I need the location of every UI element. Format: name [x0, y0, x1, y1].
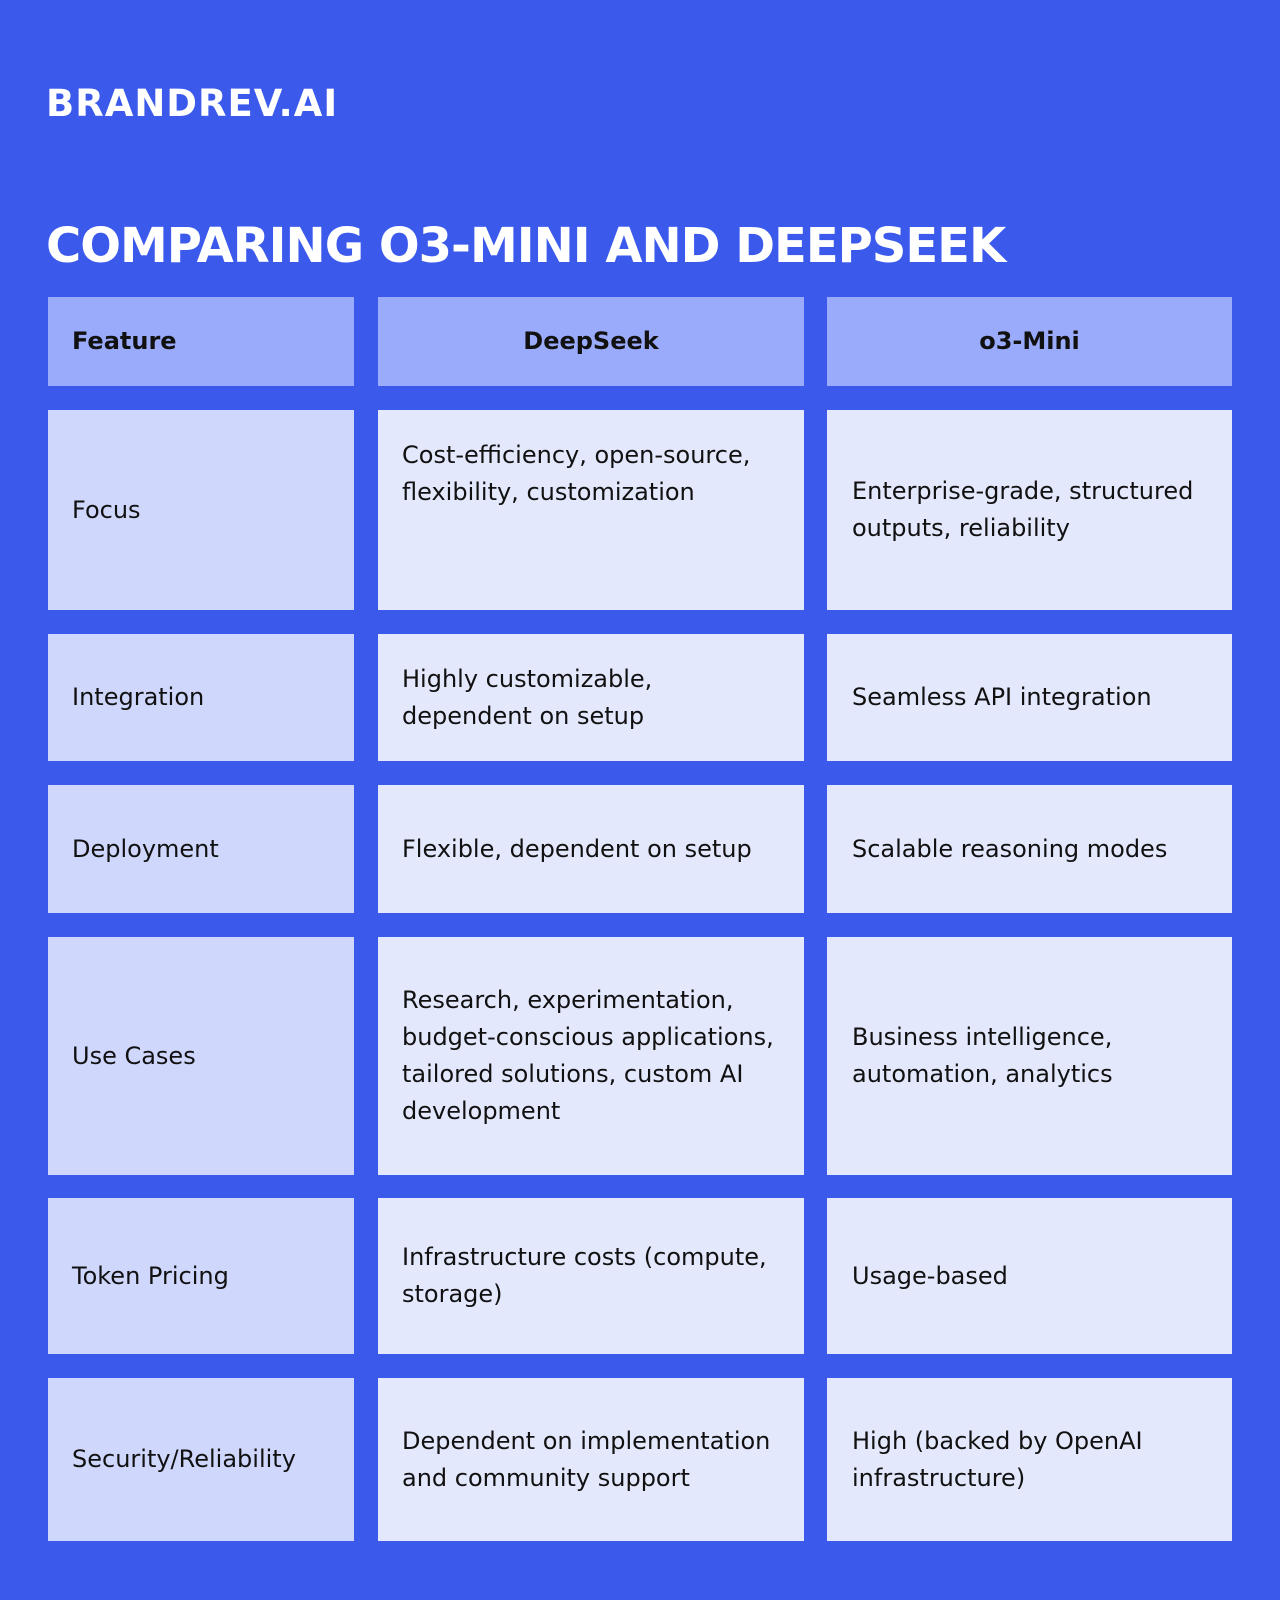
- feature-cell: Use Cases: [48, 937, 354, 1175]
- feature-cell: Focus: [48, 410, 354, 610]
- o3-mini-cell: Business intelligence, automation, analy…: [827, 937, 1232, 1175]
- o3-mini-cell: Enterprise-grade, structured outputs, re…: [827, 410, 1232, 610]
- column-header-feature: Feature: [48, 297, 354, 386]
- deepseek-cell: Infrastructure costs (compute, storage): [378, 1198, 804, 1354]
- feature-cell: Integration: [48, 634, 354, 761]
- feature-cell: Deployment: [48, 785, 354, 913]
- column-header-o3-mini: o3-Mini: [827, 297, 1232, 386]
- deepseek-cell: Dependent on implementation and communit…: [378, 1378, 804, 1541]
- column-header-deepseek: DeepSeek: [378, 297, 804, 386]
- feature-cell: Security/Reliability: [48, 1378, 354, 1541]
- o3-mini-cell: High (backed by OpenAI infrastructure): [827, 1378, 1232, 1541]
- o3-mini-cell: Seamless API integration: [827, 634, 1232, 761]
- feature-cell: Token Pricing: [48, 1198, 354, 1354]
- o3-mini-cell: Usage-based: [827, 1198, 1232, 1354]
- page-title: COMPARING O3-MINI AND DEEPSEEK: [46, 218, 1006, 274]
- deepseek-cell: Research, experimentation, budget-consci…: [378, 937, 804, 1175]
- o3-mini-cell: Scalable reasoning modes: [827, 785, 1232, 913]
- deepseek-cell: Highly customizable, dependent on setup: [378, 634, 804, 761]
- deepseek-cell: Flexible, dependent on setup: [378, 785, 804, 913]
- deepseek-cell: Cost-efficiency, open-source, flexibilit…: [378, 410, 804, 610]
- brand-logo: BRANDREV.AI: [46, 82, 339, 125]
